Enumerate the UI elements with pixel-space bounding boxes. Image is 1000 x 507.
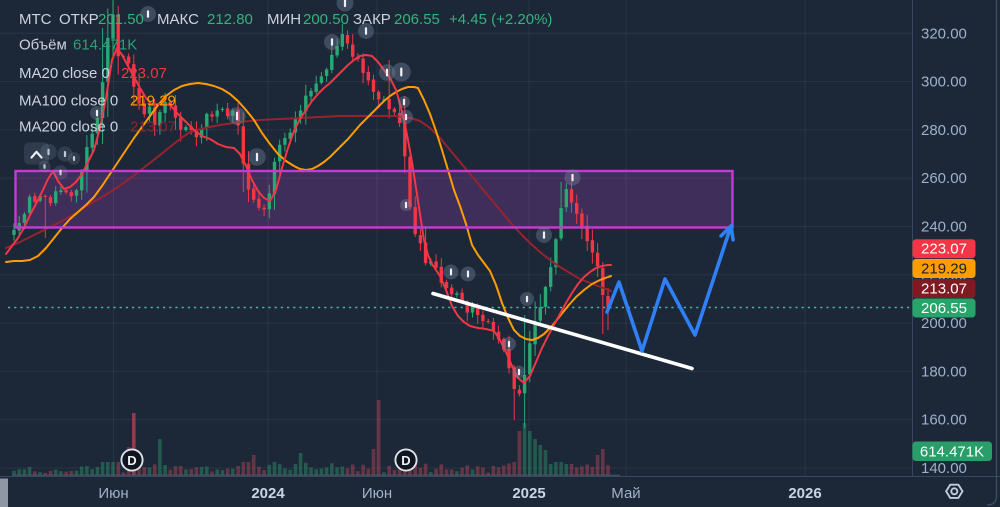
svg-text:219.29: 219.29	[921, 261, 967, 278]
svg-text:Май: Май	[611, 485, 640, 502]
svg-text:140.00: 140.00	[921, 460, 967, 477]
svg-text:200.00: 200.00	[921, 315, 967, 332]
svg-text:D: D	[127, 453, 136, 468]
svg-text:Июн: Июн	[362, 485, 392, 502]
svg-text:D: D	[401, 453, 410, 468]
svg-text:2024: 2024	[251, 485, 285, 502]
svg-text:Июн: Июн	[98, 485, 128, 502]
svg-text:260.00: 260.00	[921, 170, 967, 187]
svg-text:320.00: 320.00	[921, 25, 967, 42]
svg-text:280.00: 280.00	[921, 122, 967, 139]
svg-text:614.471K: 614.471K	[920, 444, 984, 461]
svg-text:206.55: 206.55	[921, 300, 967, 317]
svg-text:160.00: 160.00	[921, 412, 967, 429]
svg-text:223.07: 223.07	[921, 241, 967, 258]
svg-text:180.00: 180.00	[921, 363, 967, 380]
svg-text:213.07: 213.07	[921, 281, 967, 298]
svg-text:240.00: 240.00	[921, 219, 967, 236]
svg-text:2025: 2025	[512, 485, 545, 502]
svg-text:2026: 2026	[788, 485, 821, 502]
svg-text:300.00: 300.00	[921, 74, 967, 91]
